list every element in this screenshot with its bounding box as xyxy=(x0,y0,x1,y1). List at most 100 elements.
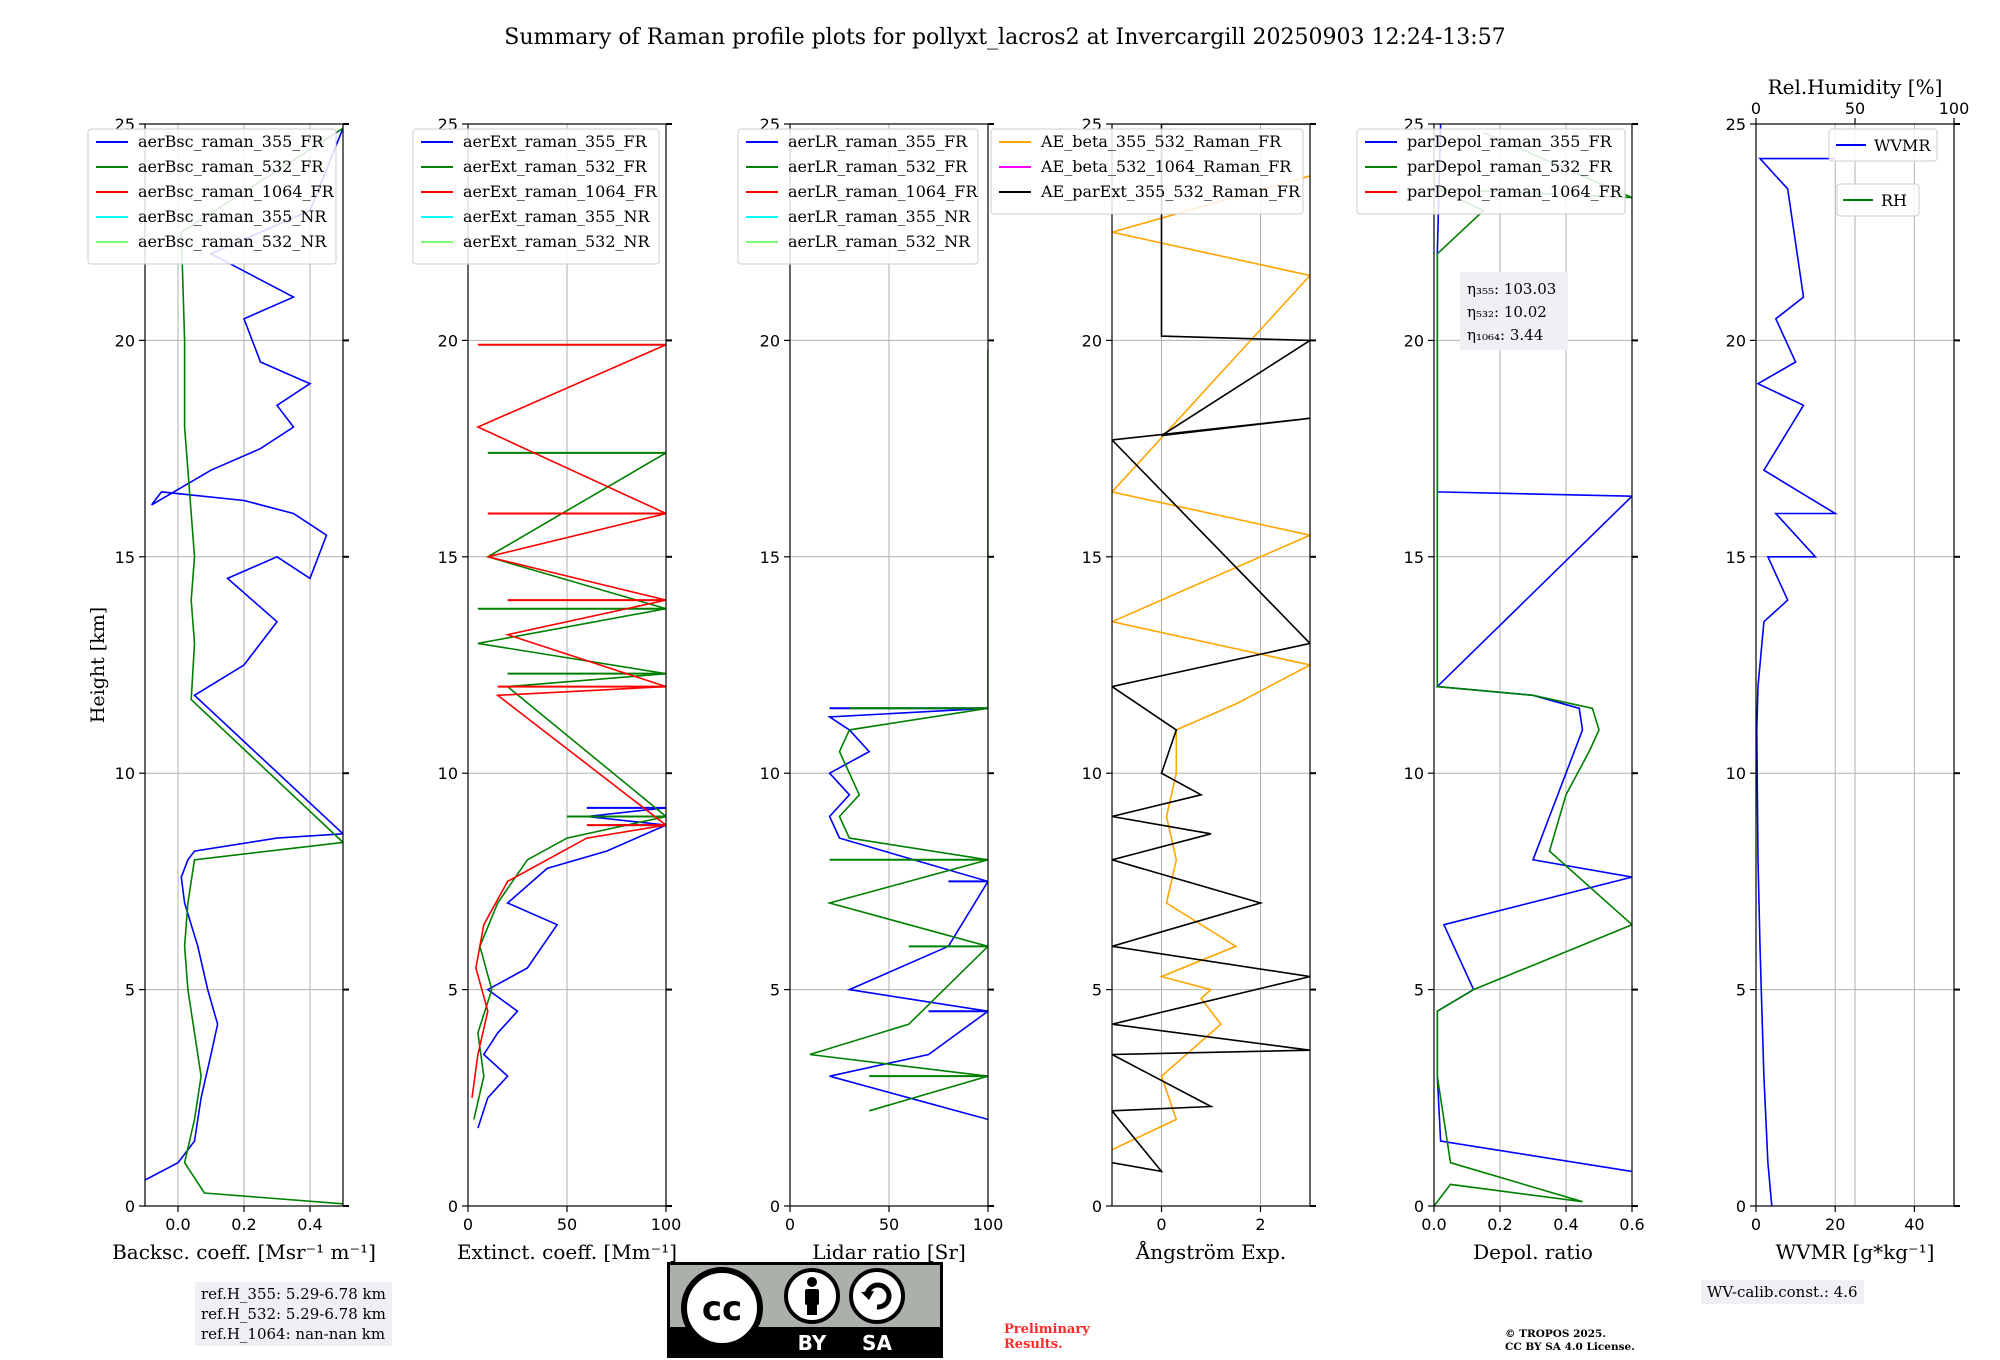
sa-icon xyxy=(849,1268,905,1324)
top-x-tick-label: 50 xyxy=(1845,99,1865,118)
legend-label: AE_beta_532_1064_Raman_FR xyxy=(1040,157,1292,176)
x-tick-label: 50 xyxy=(879,1215,899,1234)
series-group xyxy=(809,349,988,1121)
series-line-AE_beta_355_532_Raman_FR xyxy=(1112,175,1310,1151)
cc-license-logo: cc BY SA xyxy=(667,1262,943,1358)
series-line-AE_parExt_355_532_Raman_FR xyxy=(1112,124,1310,1173)
series-line-RH xyxy=(1974,825,2000,1206)
series-line-aerLR_raman_355_FR xyxy=(827,707,988,1121)
y-tick-label: 20 xyxy=(115,331,135,350)
y-tick-label: 0 xyxy=(1736,1197,1746,1216)
y-tick-label: 5 xyxy=(770,981,780,1000)
y-tick-label: 0 xyxy=(125,1197,135,1216)
eta-line: η₃₅₅: 103.03 xyxy=(1467,280,1556,298)
figure-title: Summary of Raman profile plots for polly… xyxy=(504,25,1505,50)
cc-icon xyxy=(681,1267,763,1349)
y-tick-label: 10 xyxy=(438,764,458,783)
x-tick-label: 0.0 xyxy=(1421,1215,1446,1234)
legend-bsc: aerBsc_raman_355_FR aerBsc_raman_532_FRae… xyxy=(87,128,337,265)
y-tick-label: 15 xyxy=(760,548,780,567)
legend-label: aerBsc_raman_1064_FR xyxy=(138,182,335,201)
legend-label: aerExt_raman_1064_FR xyxy=(463,182,658,201)
y-tick-label: 5 xyxy=(448,981,458,1000)
copyright-line-2: CC BY SA 4.0 License. xyxy=(1505,1341,1635,1353)
series-group xyxy=(1756,157,2000,1206)
legend-box xyxy=(1828,128,1938,162)
eta-line: η₅₃₂: 10.02 xyxy=(1467,303,1547,321)
series-group xyxy=(1112,124,1310,1173)
ref-height-355: ref.H_355: 5.29-6.78 km xyxy=(201,1285,386,1303)
top-x-tick-label: 0 xyxy=(1751,99,1761,118)
y-tick-label: 0 xyxy=(448,1197,458,1216)
x-tick-label: 0.2 xyxy=(1487,1215,1512,1234)
legend-label: aerLR_raman_355_NR xyxy=(788,207,971,226)
legend-ae: AE_beta_355_532_Raman_FR AE_beta_532_1064… xyxy=(990,128,1304,215)
legend-label: aerBsc_raman_355_FR xyxy=(138,132,324,151)
x-tick-label: 20 xyxy=(1825,1215,1845,1234)
legend-label: aerBsc_raman_532_FR xyxy=(138,157,324,176)
legend-label: aerBsc_raman_532_NR xyxy=(138,232,327,251)
legend-label: aerLR_raman_532_FR xyxy=(788,157,968,176)
y-tick-label: 20 xyxy=(1726,331,1746,350)
x-tick-label: 0 xyxy=(1751,1215,1761,1234)
eta-annotation: η₃₅₅: 103.03 η₅₃₂: 10.02 η₁₀₆₄: 3.44 xyxy=(1460,272,1568,350)
y-tick-label: 5 xyxy=(1736,981,1746,1000)
x-tick-label: 100 xyxy=(651,1215,682,1234)
cc-icon-text: cc xyxy=(702,1289,742,1329)
x-axis-label: Extinct. coeff. [Mm⁻¹] xyxy=(457,1240,677,1264)
x-tick-label: 0.2 xyxy=(231,1215,256,1234)
y-tick-label: 0 xyxy=(770,1197,780,1216)
legend-label: aerLR_raman_532_NR xyxy=(788,232,971,251)
preliminary-line-2: Results. xyxy=(1004,1337,1063,1352)
legend-label: AE_parExt_355_532_Raman_FR xyxy=(1040,182,1301,201)
series-line-aerExt_raman_355_FR xyxy=(477,807,666,1129)
x-tick-label: 0.4 xyxy=(1553,1215,1578,1234)
y-tick-label: 0 xyxy=(1414,1197,1424,1216)
legend-label: parDepol_raman_355_FR xyxy=(1407,132,1613,151)
y-tick-label: 20 xyxy=(1082,331,1102,350)
copyright-line-1: © TROPOS 2025. xyxy=(1505,1328,1607,1340)
y-tick-label: 5 xyxy=(125,981,135,1000)
x-axis-label: Backsc. coeff. [Msr⁻¹ m⁻¹] xyxy=(112,1240,376,1264)
preliminary-note: Preliminary Results. xyxy=(1004,1322,1090,1352)
top-x-axis-label: Rel.Humidity [%] xyxy=(1768,75,1943,99)
legend-label: parDepol_raman_1064_FR xyxy=(1407,182,1623,201)
y-tick-label: 10 xyxy=(1082,764,1102,783)
legend-label: aerLR_raman_355_FR xyxy=(788,132,968,151)
series-line-aerExt_raman_532_FR xyxy=(473,452,666,1120)
axes-frame xyxy=(1433,123,1633,1207)
x-axis-label: Ångström Exp. xyxy=(1135,1239,1286,1264)
x-tick-label: 50 xyxy=(557,1215,577,1234)
y-tick-label: 10 xyxy=(1726,764,1746,783)
wv-calib-text: WV-calib.const.: 4.6 xyxy=(1707,1283,1858,1301)
ref-height-532: ref.H_532: 5.29-6.78 km xyxy=(201,1305,386,1323)
series-group xyxy=(1434,124,1632,1206)
eta-line: η₁₀₆₄: 3.44 xyxy=(1467,326,1543,344)
reference-height-box: ref.H_355: 5.29-6.78 km ref.H_532: 5.29-… xyxy=(195,1282,392,1346)
y-tick-label: 5 xyxy=(1092,981,1102,1000)
legend-box xyxy=(412,128,660,265)
y-tick-label: 10 xyxy=(1404,764,1424,783)
y-tick-label: 20 xyxy=(438,331,458,350)
series-group xyxy=(471,343,666,1129)
x-tick-label: 0.6 xyxy=(1619,1215,1644,1234)
by-label: BY xyxy=(798,1331,827,1355)
top-x-tick-label: 100 xyxy=(1939,99,1970,118)
legend-label: aerExt_raman_532_FR xyxy=(463,157,648,176)
y-tick-label: 10 xyxy=(760,764,780,783)
panel-wv: 0 20 40 0 5 10 15 20 25 WVMR [g*kg⁻¹] 0 50 100Rel.Hu… xyxy=(1726,75,2000,1264)
series-line-parDepol_raman_532_FR xyxy=(1434,131,1632,1206)
legend-label: aerLR_raman_1064_FR xyxy=(788,182,978,201)
eta-box xyxy=(1460,272,1568,350)
preliminary-line-1: Preliminary xyxy=(1004,1322,1090,1337)
x-tick-label: 100 xyxy=(973,1215,1004,1234)
y-tick-label: 5 xyxy=(1414,981,1424,1000)
x-tick-label: 0.4 xyxy=(297,1215,322,1234)
y-tick-label: 15 xyxy=(438,548,458,567)
y-tick-label: 15 xyxy=(1404,548,1424,567)
legend-box xyxy=(1836,183,1920,217)
legend-box xyxy=(1356,128,1626,215)
